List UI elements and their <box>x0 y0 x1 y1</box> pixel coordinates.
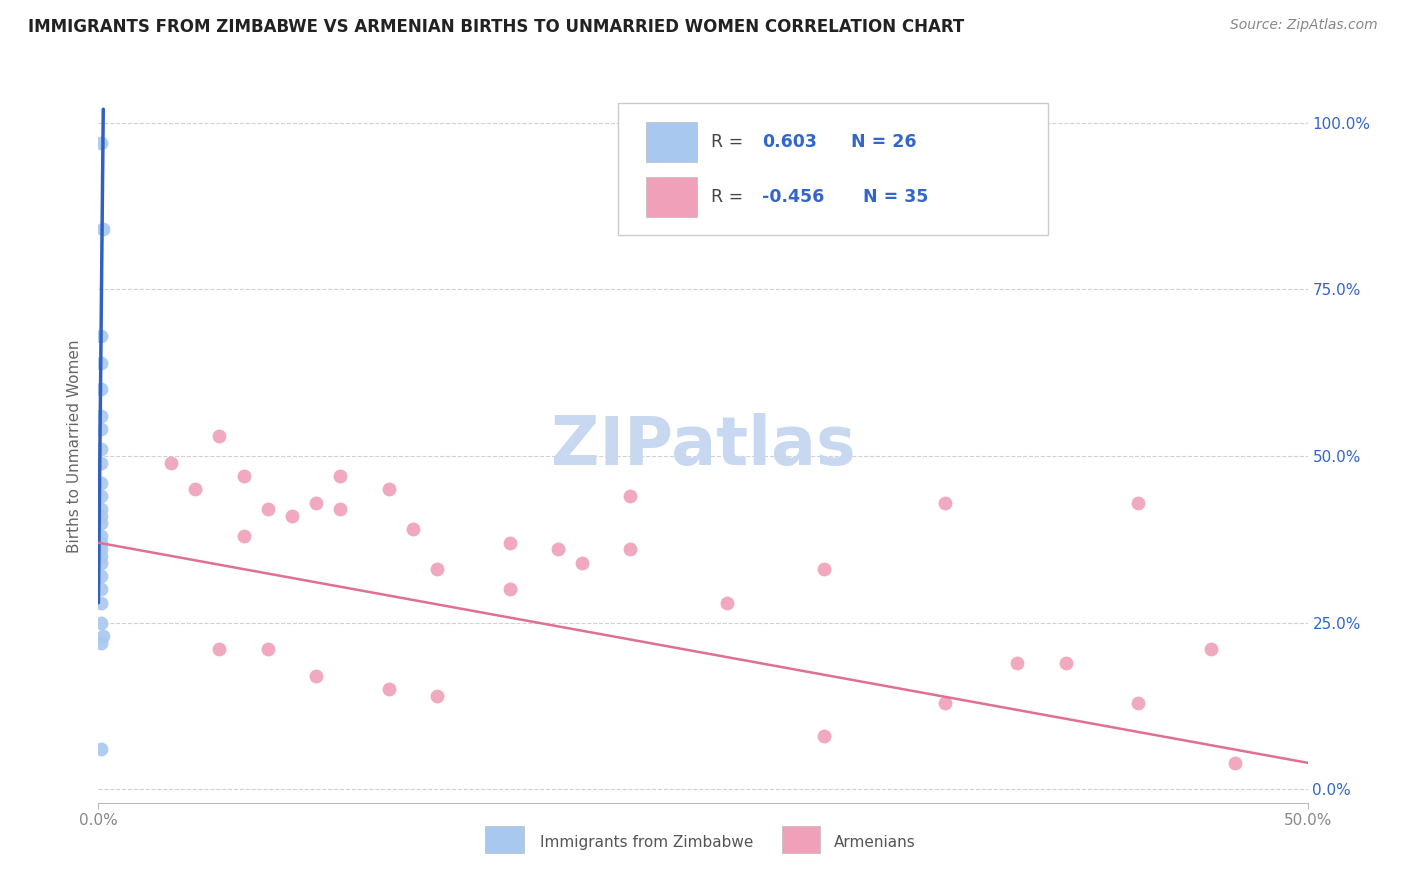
Point <box>90 489 112 503</box>
FancyBboxPatch shape <box>782 826 820 853</box>
Point <box>208 642 231 657</box>
Point <box>281 509 304 524</box>
Point <box>90 509 112 524</box>
Point <box>1223 756 1246 770</box>
Point <box>90 582 112 597</box>
Point <box>90 422 112 436</box>
Point <box>305 669 328 683</box>
Point <box>547 542 569 557</box>
Text: R =: R = <box>711 133 749 151</box>
Point <box>716 596 738 610</box>
Point <box>90 542 112 557</box>
Point <box>256 502 278 516</box>
Point <box>90 535 112 549</box>
Point <box>208 429 231 443</box>
Point <box>90 529 112 543</box>
Point <box>329 469 352 483</box>
Text: Source: ZipAtlas.com: Source: ZipAtlas.com <box>1230 18 1378 32</box>
Point <box>90 615 112 630</box>
Point <box>90 409 112 423</box>
Point <box>1054 656 1077 670</box>
Point <box>90 636 112 650</box>
Point <box>90 596 112 610</box>
FancyBboxPatch shape <box>647 122 697 161</box>
Text: R =: R = <box>711 188 749 206</box>
Point <box>498 535 520 549</box>
Y-axis label: Births to Unmarried Women: Births to Unmarried Women <box>67 339 83 553</box>
Text: ZIPatlas: ZIPatlas <box>551 413 855 479</box>
Point <box>184 483 207 497</box>
Text: Immigrants from Zimbabwe: Immigrants from Zimbabwe <box>540 835 754 849</box>
Point <box>377 483 399 497</box>
Point <box>1128 496 1150 510</box>
Text: Armenians: Armenians <box>834 835 915 849</box>
Text: N = 35: N = 35 <box>863 188 928 206</box>
Point <box>813 562 835 576</box>
Point <box>934 696 956 710</box>
Point <box>90 136 112 150</box>
Point <box>90 502 112 516</box>
Point <box>619 542 641 557</box>
Point <box>90 475 112 490</box>
Text: IMMIGRANTS FROM ZIMBABWE VS ARMENIAN BIRTHS TO UNMARRIED WOMEN CORRELATION CHART: IMMIGRANTS FROM ZIMBABWE VS ARMENIAN BIR… <box>28 18 965 36</box>
Point <box>305 496 328 510</box>
Text: -0.456: -0.456 <box>762 188 824 206</box>
Point <box>813 729 835 743</box>
Point <box>1007 656 1029 670</box>
FancyBboxPatch shape <box>619 103 1047 235</box>
Point <box>90 742 112 756</box>
FancyBboxPatch shape <box>647 178 697 217</box>
Point <box>90 442 112 457</box>
Point <box>90 329 112 343</box>
Point <box>90 549 112 563</box>
Point <box>256 642 278 657</box>
Point <box>90 382 112 396</box>
Point <box>402 522 425 536</box>
Point <box>90 556 112 570</box>
Point <box>90 569 112 583</box>
Point <box>91 222 114 236</box>
Point <box>619 489 641 503</box>
Point <box>232 469 254 483</box>
Point <box>160 456 183 470</box>
Point <box>329 502 352 516</box>
Point <box>232 529 254 543</box>
Point <box>1199 642 1222 657</box>
Text: N = 26: N = 26 <box>851 133 917 151</box>
Text: 0.603: 0.603 <box>762 133 817 151</box>
Point <box>90 356 112 370</box>
Point <box>571 556 593 570</box>
Point <box>934 496 956 510</box>
Point <box>90 456 112 470</box>
Point <box>1128 696 1150 710</box>
Point <box>90 516 112 530</box>
FancyBboxPatch shape <box>485 826 524 853</box>
Point <box>377 682 399 697</box>
Point <box>426 689 449 703</box>
Point <box>498 582 520 597</box>
Point <box>426 562 449 576</box>
Point <box>91 629 114 643</box>
